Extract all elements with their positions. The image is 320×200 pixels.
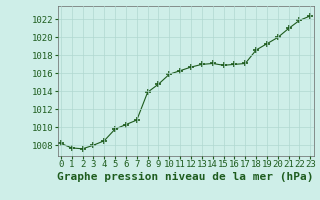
X-axis label: Graphe pression niveau de la mer (hPa): Graphe pression niveau de la mer (hPa) (57, 172, 314, 182)
